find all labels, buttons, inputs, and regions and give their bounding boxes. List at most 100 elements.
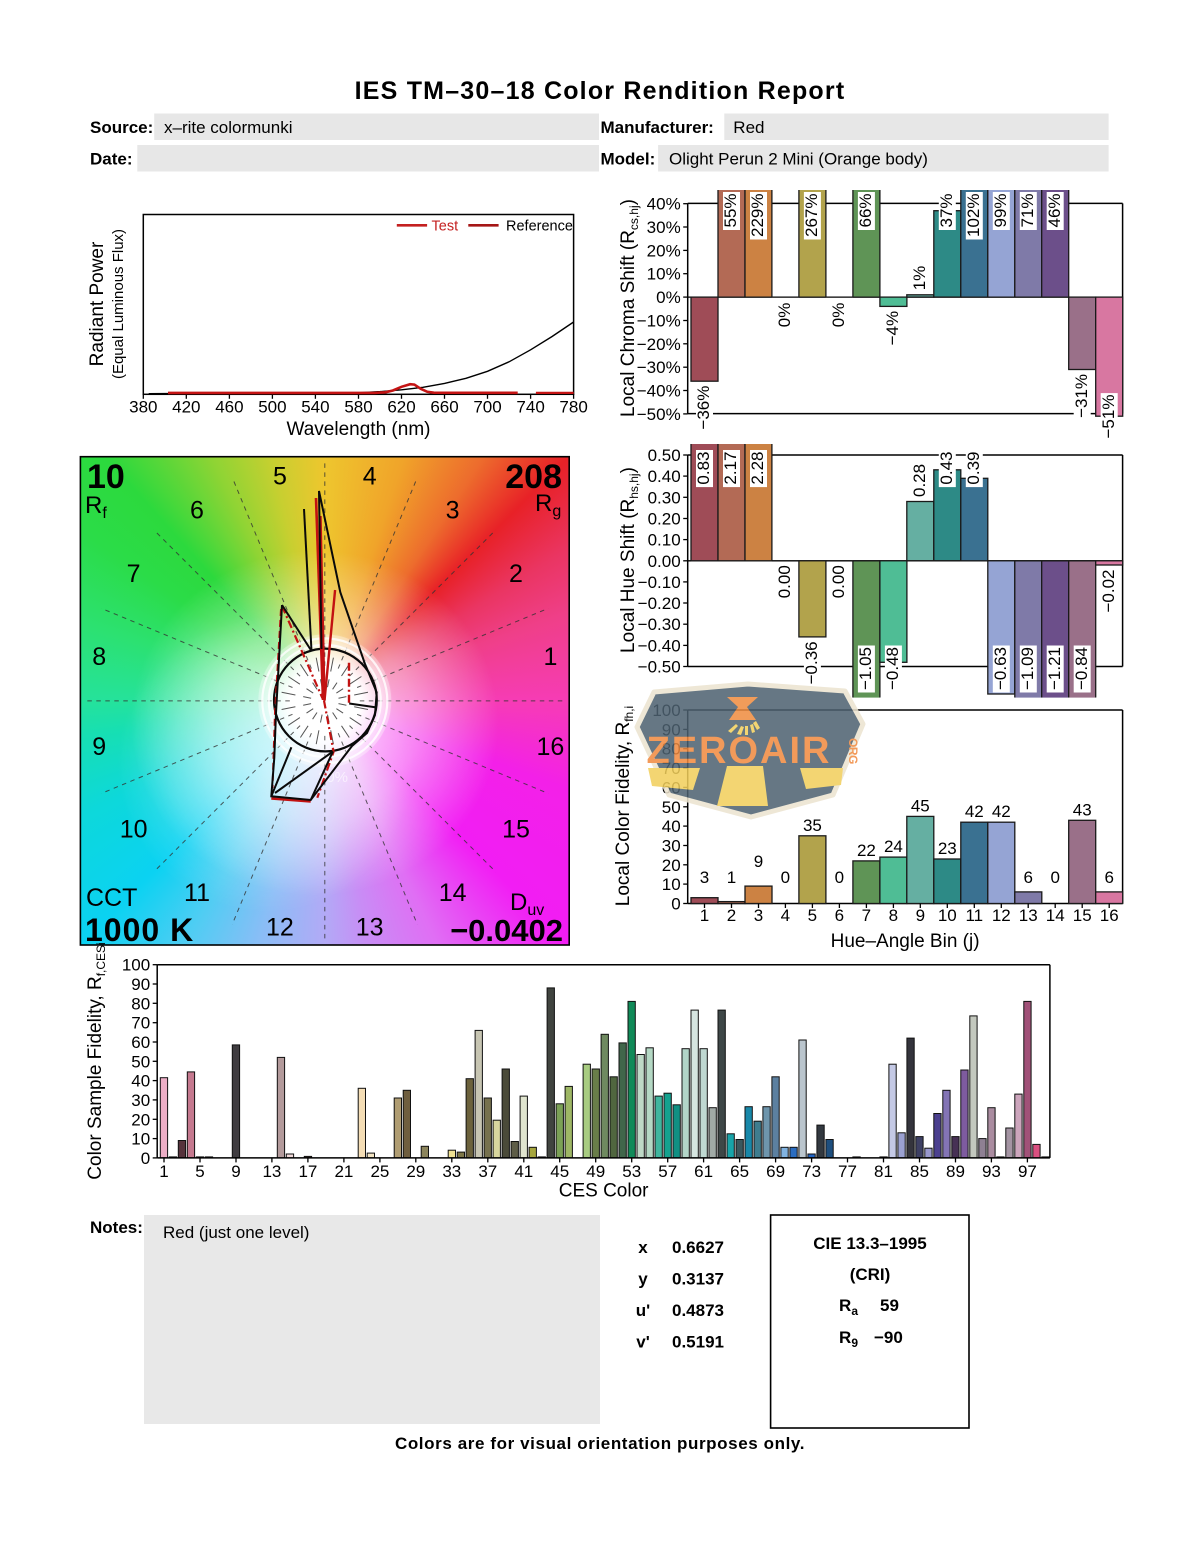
svg-text:−51%: −51% (1099, 395, 1118, 439)
svg-text:53: 53 (622, 1162, 641, 1181)
svg-text:10%: 10% (647, 265, 681, 284)
svg-text:25: 25 (370, 1162, 389, 1181)
svg-text:Date:: Date: (90, 150, 133, 169)
svg-text:Red: Red (733, 118, 764, 137)
svg-text:5: 5 (195, 1162, 204, 1181)
svg-text:x–rite colormunki: x–rite colormunki (164, 118, 293, 137)
svg-text:−0.84: −0.84 (1072, 647, 1091, 690)
svg-text:8: 8 (92, 643, 106, 671)
svg-text:10: 10 (662, 875, 681, 894)
svg-text:780: 780 (559, 398, 587, 417)
svg-text:90: 90 (131, 975, 150, 994)
svg-text:11: 11 (965, 906, 983, 925)
svg-text:40%: 40% (647, 195, 681, 214)
svg-text:5: 5 (273, 462, 287, 490)
svg-text:1: 1 (727, 868, 736, 887)
svg-text:−10%: −10% (637, 312, 681, 331)
svg-text:0.00: 0.00 (648, 552, 681, 571)
svg-text:66%: 66% (856, 193, 875, 227)
svg-text:50: 50 (131, 1052, 150, 1071)
svg-text:12: 12 (992, 906, 1011, 925)
svg-text:CCT: CCT (86, 884, 137, 912)
svg-text:15: 15 (1073, 906, 1092, 925)
svg-text:16: 16 (536, 733, 564, 761)
svg-text:35: 35 (803, 816, 822, 835)
svg-text:−30%: −30% (637, 358, 681, 377)
svg-text:Hue–Angle Bin (j): Hue–Angle Bin (j) (831, 931, 980, 952)
svg-text:0.83: 0.83 (694, 452, 713, 485)
svg-text:11: 11 (184, 879, 210, 907)
svg-text:8: 8 (889, 906, 898, 925)
svg-text:30: 30 (131, 1091, 150, 1110)
svg-text:46%: 46% (1045, 193, 1064, 227)
svg-text:−0.50: −0.50 (638, 658, 681, 677)
svg-text:71%: 71% (1018, 193, 1037, 227)
svg-text:−0.63: −0.63 (991, 647, 1010, 690)
svg-text:2.17: 2.17 (721, 452, 740, 485)
svg-text:100: 100 (122, 956, 150, 975)
svg-text:Test: Test (432, 219, 459, 235)
svg-text:45: 45 (911, 796, 930, 815)
svg-text:4: 4 (781, 906, 790, 925)
svg-text:Radiant Power: Radiant Power (87, 241, 108, 366)
svg-text:3: 3 (446, 497, 460, 525)
svg-text:42: 42 (992, 802, 1011, 821)
svg-text:Red (just one level): Red (just one level) (163, 1223, 309, 1242)
svg-text:1: 1 (159, 1162, 168, 1181)
svg-text:7: 7 (862, 906, 871, 925)
svg-text:97: 97 (1018, 1162, 1037, 1181)
svg-text:0: 0 (1050, 868, 1059, 887)
svg-text:40: 40 (662, 817, 681, 836)
svg-text:0: 0 (141, 1149, 150, 1168)
svg-text:10: 10 (87, 458, 125, 496)
svg-text:−90: −90 (874, 1328, 903, 1347)
svg-text:−0.0402: −0.0402 (450, 913, 563, 948)
svg-text:1: 1 (543, 643, 557, 671)
svg-text:102%: 102% (964, 194, 983, 237)
svg-text:−1.09: −1.09 (1018, 647, 1037, 690)
svg-text:−40%: −40% (637, 382, 681, 401)
svg-text:61: 61 (694, 1162, 713, 1181)
svg-text:93: 93 (982, 1162, 1001, 1181)
svg-text:73: 73 (802, 1162, 821, 1181)
svg-text:13: 13 (262, 1162, 281, 1181)
svg-text:20: 20 (662, 856, 681, 875)
svg-text:420: 420 (172, 398, 200, 417)
svg-text:45: 45 (550, 1162, 569, 1181)
svg-text:0%: 0% (656, 288, 681, 307)
svg-text:57: 57 (658, 1162, 677, 1181)
svg-text:Rf: Rf (85, 492, 107, 522)
svg-text:(Equal Luminous Flux): (Equal Luminous Flux) (110, 229, 127, 379)
svg-text:10: 10 (938, 906, 957, 925)
svg-text:49: 49 (586, 1162, 605, 1181)
svg-text:22: 22 (857, 841, 876, 860)
svg-text:21: 21 (334, 1162, 353, 1181)
svg-text:540: 540 (301, 398, 329, 417)
svg-text:37%: 37% (937, 193, 956, 227)
svg-text:6: 6 (835, 906, 844, 925)
svg-text:x: x (638, 1238, 648, 1257)
svg-text:2: 2 (727, 906, 736, 925)
svg-text:Local Color Fidelity, Rfh,i: Local Color Fidelity, Rfh,i (613, 706, 636, 906)
svg-text:70: 70 (131, 1014, 150, 1033)
svg-text:60: 60 (131, 1033, 150, 1052)
svg-text:3: 3 (754, 906, 763, 925)
svg-text:460: 460 (215, 398, 243, 417)
svg-text:Model:: Model: (601, 150, 656, 169)
svg-text:9: 9 (754, 852, 763, 871)
svg-text:−50%: −50% (637, 405, 681, 424)
svg-text:41: 41 (514, 1162, 533, 1181)
svg-text:−1.21: −1.21 (1045, 647, 1064, 690)
svg-text:Local Chroma Shift (Rcs,hj): Local Chroma Shift (Rcs,hj) (618, 199, 641, 417)
svg-text:v': v' (636, 1333, 650, 1352)
svg-text:CES Color: CES Color (559, 1181, 649, 1202)
svg-text:23: 23 (938, 839, 957, 858)
svg-text:−0.40: −0.40 (638, 636, 681, 655)
svg-text:Color Sample Fidelity, Rf,CESi: Color Sample Fidelity, Rf,CESi (85, 942, 108, 1179)
svg-text:33: 33 (442, 1162, 461, 1181)
svg-text:Colors are for visual orientat: Colors are for visual orientation purpos… (395, 1434, 805, 1453)
svg-text:Local Hue Shift (Rhs,hj): Local Hue Shift (Rhs,hj) (618, 467, 641, 653)
svg-text:20%: 20% (647, 241, 681, 260)
svg-text:−1.05: −1.05 (856, 647, 875, 690)
svg-text:9: 9 (92, 733, 106, 761)
